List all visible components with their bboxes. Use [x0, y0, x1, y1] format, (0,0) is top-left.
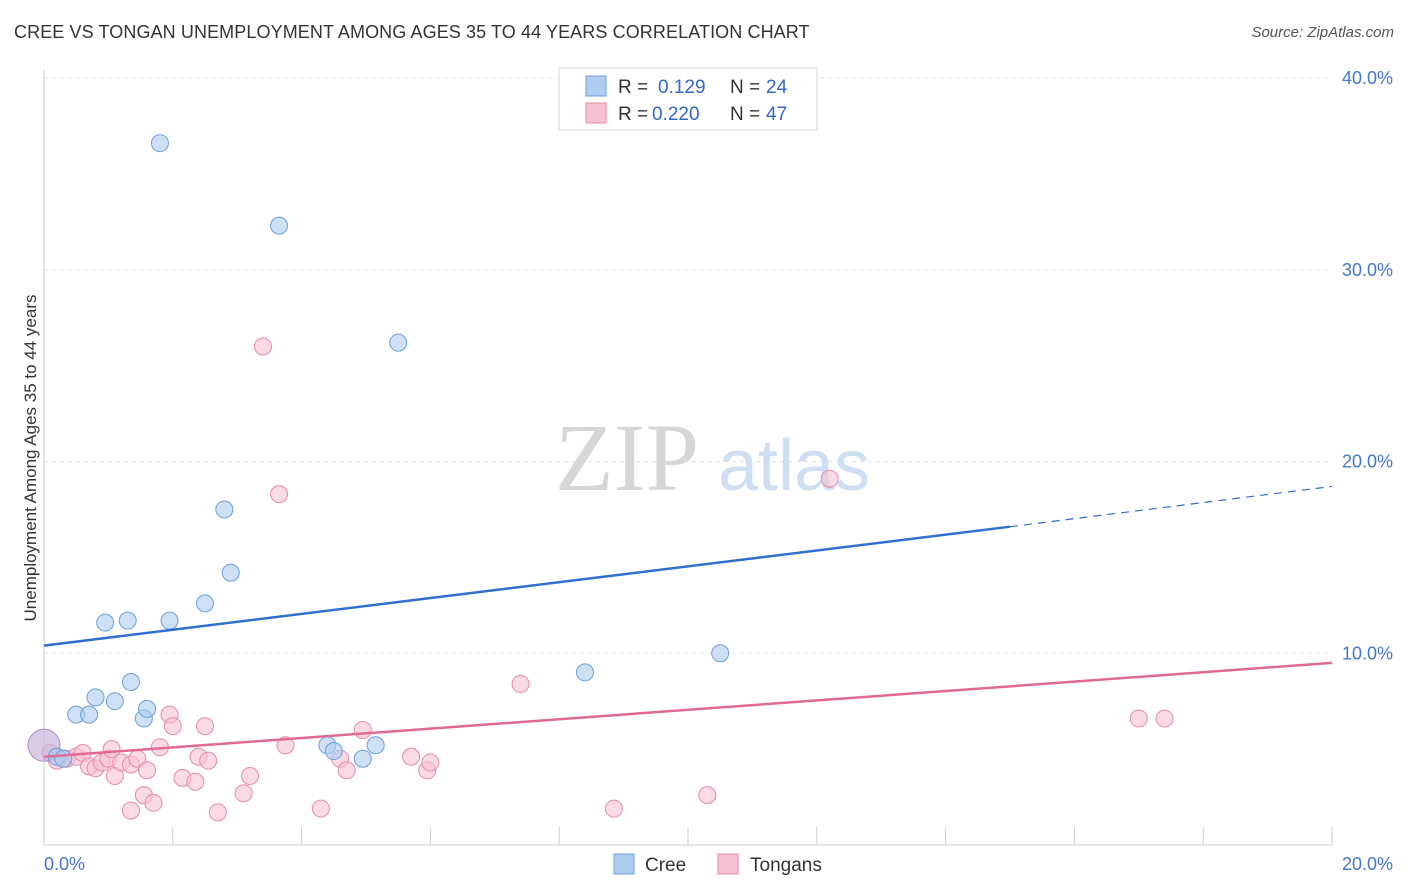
- x-tick-marks: [43, 827, 1333, 845]
- tongan-point-26: [208, 803, 227, 822]
- bottom-legend-cree-label: Cree: [645, 855, 686, 876]
- legend-cree-r-label: R =: [618, 77, 648, 98]
- y-axis-label: Unemployment Among Ages 35 to 44 years: [21, 295, 40, 622]
- cree-point-22: [389, 333, 408, 352]
- cree-point-6: [96, 613, 115, 632]
- tongan-point-22: [186, 772, 205, 791]
- cree-point-23: [575, 663, 594, 682]
- legend-tongans-n-label: N =: [730, 104, 760, 125]
- cree-point-21: [366, 736, 385, 755]
- tongan-point-41: [698, 786, 717, 805]
- tongan-point-13: [121, 801, 140, 820]
- tongan-trend-line: [43, 661, 1333, 759]
- tongan-point-34: [337, 761, 356, 780]
- legend-swatch-cree: [585, 75, 607, 97]
- tongan-point-24: [196, 717, 214, 736]
- cree-point-13: [160, 611, 179, 630]
- y-tick-label-20: 20.0%: [1342, 452, 1393, 472]
- cree-point-11: [138, 699, 157, 718]
- legend-cree-n-label: N =: [730, 77, 760, 98]
- cree-point-12: [150, 134, 169, 153]
- watermark-zip: ZIP: [555, 404, 699, 511]
- bottom-legend-tongans-label: Tongans: [750, 855, 822, 876]
- tongan-point-39: [511, 674, 530, 693]
- tongan-point-38: [421, 753, 440, 772]
- top-legend: R = 0.129 N = 24 R = 0.220 N = 47: [558, 67, 818, 131]
- cree-point-19: [324, 742, 343, 761]
- tongan-point-36: [402, 747, 421, 766]
- watermark-atlas: atlas: [718, 426, 870, 506]
- tongan-point-20: [163, 717, 182, 736]
- watermark: ZIP atlas: [555, 404, 870, 511]
- cree-trend-line: [43, 525, 1011, 647]
- tongan-point-25: [199, 751, 218, 770]
- legend-tongans-n-value: 47: [766, 104, 787, 125]
- cree-point-16: [221, 563, 240, 582]
- tongan-point-40: [604, 799, 623, 818]
- y-tick-label-10: 10.0%: [1342, 643, 1393, 663]
- tongan-point-17: [144, 793, 163, 812]
- cree-point-20: [353, 749, 372, 768]
- tongan-point-44: [1155, 709, 1174, 728]
- tongan-point-42: [820, 469, 839, 488]
- cree-point-2: [54, 749, 73, 768]
- legend-cree-r-value: 0.129: [658, 77, 706, 98]
- tongan-point-32: [311, 799, 330, 818]
- chart-title: CREE VS TONGAN UNEMPLOYMENT AMONG AGES 3…: [14, 22, 810, 42]
- legend-tongans-r-value: 0.220: [652, 104, 700, 125]
- cree-point-9: [121, 673, 140, 692]
- tongan-point-31: [276, 736, 295, 755]
- cree-point-14: [196, 594, 214, 613]
- tongan-point-35: [353, 720, 372, 739]
- cree-point-7: [105, 692, 124, 711]
- tongan-point-16: [138, 761, 157, 780]
- bottom-legend-swatch-tongans: [717, 853, 739, 875]
- legend-cree-n-value: 24: [766, 77, 788, 98]
- y-tick-labels: 10.0% 20.0% 30.0% 40.0%: [1342, 68, 1393, 663]
- tongan-point-28: [241, 766, 260, 785]
- bottom-legend: Cree Tongans: [613, 853, 822, 876]
- cree-point-15: [215, 500, 234, 519]
- cree-point-17: [270, 216, 289, 235]
- tongan-point-43: [1129, 709, 1148, 728]
- tongan-point-27: [234, 784, 253, 803]
- cree-point-4: [80, 705, 99, 724]
- source-label: Source: ZipAtlas.com: [1251, 24, 1394, 41]
- y-tick-label-40: 40.0%: [1342, 68, 1393, 88]
- cree-point-5: [86, 688, 105, 707]
- tongan-point-30: [270, 485, 289, 504]
- tongan-point-29: [253, 337, 272, 356]
- x-tick-label-min: 0.0%: [44, 854, 85, 874]
- cree-point-8: [118, 611, 137, 630]
- y-tick-label-30: 30.0%: [1342, 260, 1393, 280]
- x-tick-label-max: 20.0%: [1342, 854, 1393, 874]
- trend-lines: [43, 485, 1333, 759]
- cree-trend-line-extension: [1009, 485, 1333, 528]
- legend-swatch-tongans: [585, 102, 607, 124]
- bottom-legend-swatch-cree: [613, 853, 635, 875]
- cree-points: [27, 134, 730, 768]
- legend-tongans-r-label: R =: [618, 104, 648, 125]
- cree-point-24: [711, 644, 730, 663]
